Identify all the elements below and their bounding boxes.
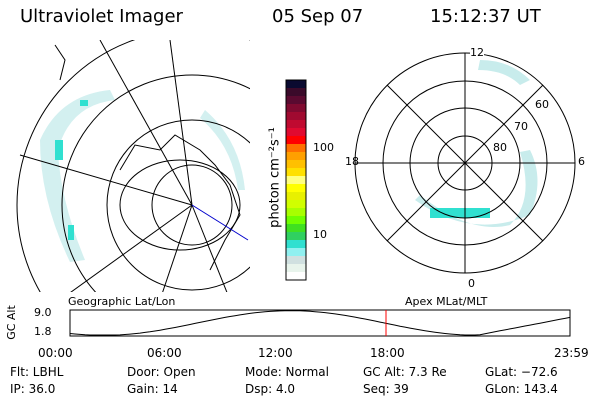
mlat-80: 80 — [493, 141, 507, 154]
colorbar-swatch — [286, 128, 306, 137]
colorbar-swatch — [286, 200, 306, 209]
mlt-12: 12 — [470, 46, 484, 59]
colorbar-swatch — [286, 192, 306, 201]
colorbar-swatch — [286, 104, 306, 113]
colorbar-tick-100: 100 — [313, 141, 334, 154]
colorbar-swatch — [286, 248, 306, 257]
info-field: Dsp: 4.0 — [245, 382, 296, 396]
info-field: Gain: 14 — [127, 382, 178, 396]
aurora-emission-left — [40, 90, 245, 262]
colorbar-swatch — [286, 232, 306, 241]
colorbar-swatch — [286, 264, 306, 273]
colorbar-swatch — [286, 120, 306, 129]
colorbar-swatch — [286, 184, 306, 193]
geographic-map — [16, 40, 250, 292]
colorbar-swatch — [286, 144, 306, 153]
xtick-1: 06:00 — [147, 346, 182, 360]
info-field: GC Alt: 7.3 Re — [363, 365, 447, 379]
info-field: GLon: 143.4 — [485, 382, 558, 396]
colorbar-swatch — [286, 240, 306, 249]
aurora-emission-right — [415, 60, 538, 227]
xtick-4: 23:59 — [554, 346, 589, 360]
altitude-curve — [69, 310, 571, 336]
xtick-2: 12:00 — [258, 346, 293, 360]
mlt-6: 6 — [578, 155, 585, 168]
xtick-3: 18:00 — [370, 346, 405, 360]
colorbar-swatch — [286, 208, 306, 217]
mlat-70: 70 — [514, 120, 528, 133]
info-field: Seq: 39 — [363, 382, 409, 396]
right-panel-label: Apex MLat/MLT — [405, 295, 488, 308]
instrument-title: Ultraviolet Imager — [20, 6, 183, 27]
info-field: Flt: LBHL — [10, 365, 64, 379]
mlt-0: 0 — [468, 277, 475, 290]
info-field: GLat: −72.6 — [485, 365, 558, 379]
colorbar-swatch — [286, 152, 306, 161]
colorbar-swatch — [286, 96, 306, 105]
colorbar-swatch — [286, 168, 306, 177]
colorbar-swatch — [286, 216, 306, 225]
colorbar-swatch — [286, 160, 306, 169]
colorbar-swatch — [286, 224, 306, 233]
altitude-plot — [69, 309, 571, 337]
time-label: 15:12:37 UT — [430, 6, 541, 27]
ytick-1-8: 1.8 — [34, 325, 52, 338]
colorbar-frame — [285, 79, 307, 281]
colorbar-swatch — [286, 272, 306, 281]
mlt-18: 18 — [345, 155, 359, 168]
info-field: IP: 36.0 — [10, 382, 56, 396]
date-label: 05 Sep 07 — [272, 6, 364, 27]
info-field: Door: Open — [127, 365, 196, 379]
xtick-0: 00:00 — [38, 346, 73, 360]
polar-grid — [354, 52, 576, 274]
colorbar — [285, 79, 307, 281]
altitude-ylabel: GC Alt — [4, 305, 18, 340]
colorbar-swatch — [286, 256, 306, 265]
colorbar-swatch — [286, 80, 306, 89]
mlat-60: 60 — [535, 98, 549, 111]
colorbar-tick-10: 10 — [313, 228, 327, 241]
ytick-9: 9.0 — [34, 306, 52, 319]
colorbar-swatch — [286, 176, 306, 185]
info-field: Mode: Normal — [245, 365, 329, 379]
colorbar-swatch — [286, 88, 306, 97]
colorbar-label: photon cm⁻²s⁻¹ — [267, 127, 283, 228]
left-panel-label: Geographic Lat/Lon — [68, 295, 176, 308]
colorbar-swatch — [286, 112, 306, 121]
colorbar-swatch — [286, 136, 306, 145]
